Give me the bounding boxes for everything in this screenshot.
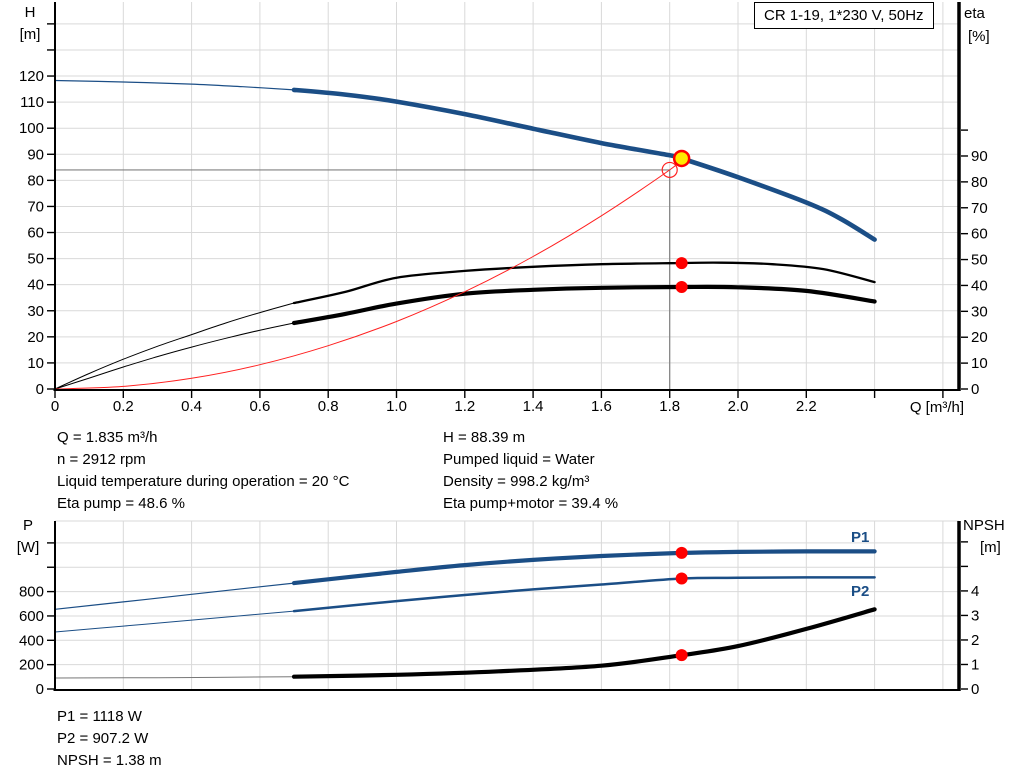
svg-text:0.6: 0.6 [249, 398, 270, 415]
svg-text:0: 0 [36, 681, 44, 698]
eta-axis-label: eta [964, 5, 985, 22]
svg-text:120: 120 [19, 68, 44, 85]
svg-text:30: 30 [971, 303, 988, 320]
p1-curve-label: P1 [851, 529, 870, 546]
svg-text:20: 20 [27, 329, 44, 346]
svg-text:0: 0 [51, 398, 59, 415]
svg-text:1.6: 1.6 [591, 398, 612, 415]
info-p1: P1 = 1118 W [57, 708, 142, 725]
svg-text:800: 800 [19, 584, 44, 601]
svg-text:80: 80 [27, 172, 44, 189]
svg-text:1.0: 1.0 [386, 398, 407, 415]
info-n: n = 2912 rpm [57, 451, 146, 468]
h-axis-label: H [24, 4, 36, 21]
svg-text:60: 60 [971, 226, 988, 243]
p2-curve-label: P2 [851, 583, 870, 600]
svg-text:100: 100 [19, 120, 44, 137]
svg-text:70: 70 [27, 198, 44, 215]
p-axis-unit: [W] [16, 539, 40, 556]
svg-text:70: 70 [971, 200, 988, 217]
svg-text:60: 60 [27, 225, 44, 242]
svg-text:1: 1 [971, 656, 979, 673]
chart-title: CR 1-19, 1*230 V, 50Hz [754, 2, 934, 29]
info-p2: P2 = 907.2 W [57, 730, 149, 747]
eta-axis-unit: [%] [968, 28, 990, 45]
npsh-axis-label: NPSH [963, 517, 1005, 534]
p-axis-label: P [22, 517, 33, 534]
info-liquid: Pumped liquid = Water [443, 451, 595, 468]
svg-text:600: 600 [19, 608, 44, 625]
h-axis-unit: [m] [19, 26, 41, 43]
svg-text:10: 10 [971, 355, 988, 372]
info-eta-pm: Eta pump+motor = 39.4 % [443, 495, 619, 512]
info-npsh: NPSH = 1.38 m [57, 752, 162, 769]
svg-text:0.8: 0.8 [318, 398, 339, 415]
svg-text:50: 50 [27, 251, 44, 268]
svg-text:4: 4 [971, 583, 979, 600]
svg-text:0: 0 [36, 381, 44, 398]
svg-text:50: 50 [971, 252, 988, 269]
svg-text:90: 90 [27, 146, 44, 163]
svg-text:400: 400 [19, 632, 44, 649]
svg-text:0.2: 0.2 [113, 398, 134, 415]
svg-text:40: 40 [27, 277, 44, 294]
svg-text:0.4: 0.4 [181, 398, 202, 415]
svg-text:2: 2 [971, 632, 979, 649]
info-q: Q = 1.835 m³/h [57, 429, 158, 446]
info-density: Density = 998.2 kg/m³ [443, 473, 590, 490]
info-h: H = 88.39 m [443, 429, 526, 446]
svg-text:90: 90 [971, 148, 988, 165]
svg-text:200: 200 [19, 657, 44, 674]
npsh-axis-unit: [m] [980, 539, 1001, 556]
svg-text:0: 0 [971, 381, 979, 398]
svg-text:110: 110 [20, 94, 44, 111]
svg-text:80: 80 [971, 174, 988, 191]
svg-text:2.0: 2.0 [728, 398, 749, 415]
info-temp: Liquid temperature during operation = 20… [57, 473, 350, 490]
info-eta-pump: Eta pump = 48.6 % [57, 495, 185, 512]
svg-text:1.4: 1.4 [523, 398, 544, 415]
q-axis-label: Q [m³/h] [909, 399, 964, 416]
svg-text:10: 10 [27, 355, 44, 372]
svg-text:1.8: 1.8 [659, 398, 680, 415]
svg-text:20: 20 [971, 329, 988, 346]
svg-text:0: 0 [971, 681, 979, 698]
svg-text:40: 40 [971, 277, 988, 294]
svg-text:2.2: 2.2 [796, 398, 817, 415]
svg-text:1.2: 1.2 [454, 398, 475, 415]
svg-text:3: 3 [971, 607, 979, 624]
svg-text:30: 30 [27, 303, 44, 320]
